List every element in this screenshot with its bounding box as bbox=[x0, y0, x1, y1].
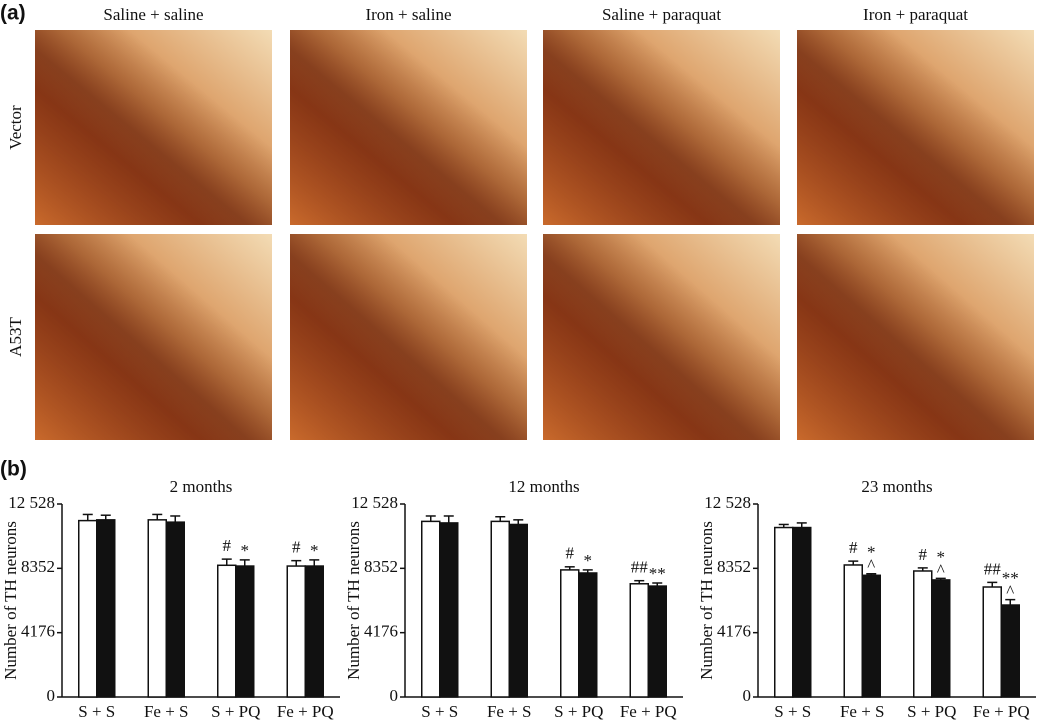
bar bbox=[304, 565, 324, 698]
y-tick-label: 0 bbox=[390, 686, 399, 705]
row-label: Vector bbox=[6, 105, 25, 150]
x-tick-label: Fe + S bbox=[487, 702, 532, 721]
significance-marker: # bbox=[223, 536, 232, 555]
significance-marker: * bbox=[584, 551, 593, 570]
bar bbox=[286, 565, 306, 698]
bar bbox=[861, 574, 881, 698]
significance-marker: * bbox=[867, 543, 876, 562]
column-header: Iron + paraquat bbox=[863, 5, 968, 24]
y-axis-label: Number of TH neurons bbox=[697, 521, 716, 680]
bar bbox=[843, 564, 863, 698]
y-tick-label: 0 bbox=[743, 686, 752, 705]
bar bbox=[913, 570, 933, 698]
y-axis-label: Number of TH neurons bbox=[1, 521, 20, 680]
y-tick-label: 8352 bbox=[717, 557, 751, 576]
y-tick-label: 12 528 bbox=[8, 493, 55, 512]
micrograph-band bbox=[543, 30, 780, 225]
chart-title: 2 months bbox=[170, 477, 233, 496]
bar bbox=[439, 522, 459, 698]
significance-marker: # bbox=[566, 544, 575, 563]
x-tick-label: S + S bbox=[78, 702, 115, 721]
x-tick-label: Fe + S bbox=[840, 702, 885, 721]
x-tick-label: S + PQ bbox=[211, 702, 260, 721]
micrograph-band bbox=[543, 234, 780, 440]
chart-title: 12 months bbox=[508, 477, 579, 496]
y-tick-label: 12 528 bbox=[704, 493, 751, 512]
x-tick-label: S + PQ bbox=[907, 702, 956, 721]
bar bbox=[982, 586, 1002, 698]
bar bbox=[217, 564, 237, 698]
y-tick-label: 4176 bbox=[21, 622, 55, 641]
panel-label: (b) bbox=[0, 458, 27, 481]
bar bbox=[421, 520, 441, 698]
caret-marker: ^ bbox=[1006, 582, 1014, 601]
significance-marker: ## bbox=[984, 559, 1002, 578]
significance-marker: * bbox=[310, 541, 319, 560]
significance-marker: # bbox=[919, 545, 928, 564]
micrograph-band bbox=[35, 234, 272, 440]
micrograph-band bbox=[797, 30, 1034, 225]
significance-marker: * bbox=[241, 541, 250, 560]
x-tick-label: S + PQ bbox=[554, 702, 603, 721]
bar bbox=[792, 526, 812, 698]
bar bbox=[147, 519, 167, 698]
bar bbox=[165, 521, 185, 698]
bar bbox=[78, 519, 98, 698]
x-tick-label: S + S bbox=[421, 702, 458, 721]
caret-marker: ^ bbox=[937, 560, 945, 579]
x-tick-label: Fe + PQ bbox=[620, 702, 677, 721]
bar bbox=[774, 526, 794, 698]
bar bbox=[508, 523, 528, 698]
bar bbox=[1000, 604, 1020, 698]
column-header: Saline + paraquat bbox=[602, 5, 721, 24]
y-tick-label: 0 bbox=[47, 686, 56, 705]
bar bbox=[235, 565, 255, 698]
significance-marker: # bbox=[292, 538, 301, 557]
bar bbox=[560, 569, 580, 698]
row-label: A53T bbox=[6, 317, 25, 357]
bar bbox=[931, 579, 951, 698]
caret-marker: ^ bbox=[867, 556, 875, 575]
significance-marker: ** bbox=[1002, 569, 1019, 588]
bar bbox=[96, 519, 116, 698]
column-header: Saline + saline bbox=[103, 5, 203, 24]
bar bbox=[647, 585, 667, 698]
significance-marker: ** bbox=[649, 564, 666, 583]
x-tick-label: Fe + S bbox=[144, 702, 189, 721]
micrograph-band bbox=[290, 30, 527, 225]
x-tick-label: Fe + PQ bbox=[973, 702, 1030, 721]
significance-marker: * bbox=[937, 547, 946, 566]
y-tick-label: 4176 bbox=[717, 622, 751, 641]
y-tick-label: 8352 bbox=[364, 557, 398, 576]
y-tick-label: 8352 bbox=[21, 557, 55, 576]
micrograph-band bbox=[35, 30, 272, 225]
y-tick-label: 12 528 bbox=[351, 493, 398, 512]
bar bbox=[578, 572, 598, 698]
y-tick-label: 4176 bbox=[364, 622, 398, 641]
significance-marker: ## bbox=[631, 558, 649, 577]
panel-label: (a) bbox=[0, 2, 26, 25]
micrograph-band bbox=[290, 234, 527, 440]
chart-title: 23 months bbox=[861, 477, 932, 496]
significance-marker: # bbox=[849, 538, 858, 557]
x-tick-label: S + S bbox=[774, 702, 811, 721]
micrograph-band bbox=[797, 234, 1034, 440]
y-axis-label: Number of TH neurons bbox=[344, 521, 363, 680]
column-header: Iron + saline bbox=[365, 5, 451, 24]
bar bbox=[629, 583, 649, 698]
bar bbox=[490, 520, 510, 698]
x-tick-label: Fe + PQ bbox=[277, 702, 334, 721]
